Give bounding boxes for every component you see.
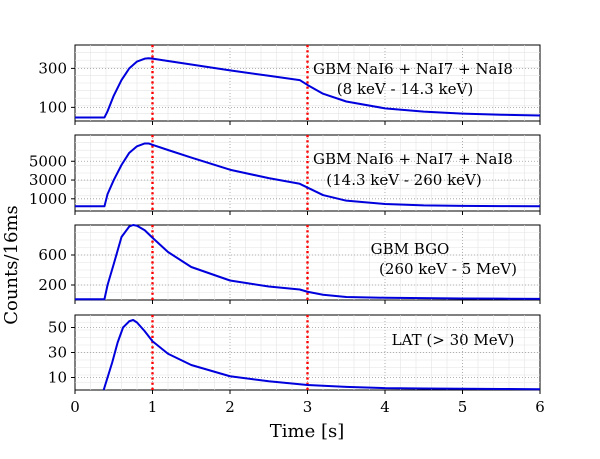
panel-1-series <box>75 57 541 119</box>
panel-2-vlines <box>151 135 309 211</box>
panel-4-label-line1: LAT (> 30 MeV) <box>392 331 515 349</box>
panel-1-label-line1: GBM NaI6 + NaI7 + NaI8 <box>313 60 513 78</box>
x-tick-label: 2 <box>225 398 235 416</box>
y-tick-label: 300 <box>38 59 67 77</box>
x-tick-label: 3 <box>303 398 313 416</box>
panel-3-yticks: 200 600 <box>38 246 75 294</box>
panel-1-vlines <box>151 45 309 121</box>
panel-3-label-line1: GBM BGO <box>371 240 450 258</box>
panel-2-label-line2: (14.3 keV - 260 keV) <box>326 171 481 189</box>
panel-1: 100 300 GBM NaI6 + NaI7 + NaI8 (8 keV - 1… <box>38 44 541 125</box>
x-tick-label: 6 <box>535 398 545 416</box>
panel-1-yticks: 100 300 <box>38 59 75 116</box>
y-tick-label: 1000 <box>29 190 67 208</box>
panel-1-xticks <box>74 121 541 125</box>
x-axis-title: Time [s] <box>270 421 345 442</box>
panel-1-label-line2: (8 keV - 14.3 keV) <box>337 80 473 98</box>
y-tick-label: 100 <box>38 98 67 116</box>
panel-3-xticks <box>74 300 541 304</box>
panel-4-yticks: 10 30 50 <box>48 319 75 387</box>
x-tick-label: 0 <box>70 398 80 416</box>
x-tick-label: 1 <box>148 398 158 416</box>
light-curve-line <box>75 142 541 208</box>
panel-3: 200 600 GBM BGO (260 keV - 5 MeV) <box>38 224 541 304</box>
y-tick-label: 5000 <box>29 152 67 170</box>
light-curve-line <box>102 319 541 391</box>
y-tick-label: 600 <box>38 246 67 264</box>
panel-1-grid <box>75 45 540 121</box>
panel-4-series <box>102 319 541 391</box>
y-tick-label: 50 <box>48 319 67 337</box>
x-tick-label: 4 <box>380 398 390 416</box>
panel-2-series <box>75 142 541 208</box>
panel-3-label-line2: (260 keV - 5 MeV) <box>379 260 517 278</box>
panel-4: 10 30 50 0 1 2 3 4 5 6 LAT (> 30 MeV) <box>48 314 545 416</box>
panel-2-label-line1: GBM NaI6 + NaI7 + NaI8 <box>313 150 513 168</box>
panel-4-vlines <box>151 315 309 390</box>
panel-3-series <box>75 224 541 301</box>
y-tick-label: 200 <box>38 276 67 294</box>
light-curve-line <box>75 57 541 119</box>
y-tick-label: 3000 <box>29 171 67 189</box>
y-tick-label: 10 <box>48 369 67 387</box>
panel-2-xticks <box>74 211 541 215</box>
light-curve-line <box>75 224 541 301</box>
y-axis-title: Counts/16ms <box>1 205 22 325</box>
y-tick-label: 30 <box>48 344 67 362</box>
x-tick-label: 5 <box>458 398 468 416</box>
panel-4-xticks: 0 1 2 3 4 5 6 <box>70 390 545 416</box>
